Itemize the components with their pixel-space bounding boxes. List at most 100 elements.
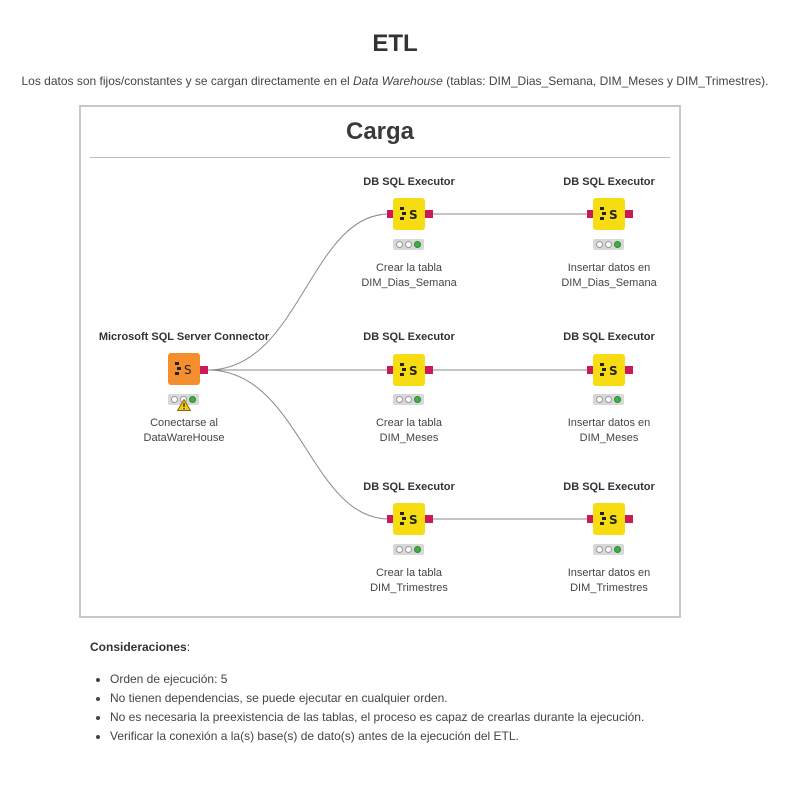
insert-trimestres-status-indicator	[593, 544, 624, 555]
insert-meses-node-label: Insertar datos en DIM_Meses	[524, 416, 694, 446]
svg-text:S: S	[409, 513, 418, 527]
create-meses-label-line2: DIM_Meses	[379, 432, 439, 444]
insert-dias-status-indicator	[593, 239, 624, 250]
create-dias-node-header: DB SQL Executor	[363, 176, 455, 188]
status-lamp-yellow	[605, 241, 612, 248]
create-meses-input-port[interactable]	[387, 366, 395, 374]
status-lamp-red	[396, 546, 403, 553]
status-lamp-green	[614, 546, 621, 553]
create-dias-output-port[interactable]	[425, 210, 433, 218]
create-dias-status-indicator	[393, 239, 424, 250]
create-dias-input-port[interactable]	[387, 210, 395, 218]
insert-trimestres-label-line2: DIM_Trimestres	[570, 582, 648, 594]
list-item: Orden de ejecución: 5	[110, 670, 644, 689]
status-lamp-yellow	[405, 546, 412, 553]
create-meses-status-indicator	[393, 394, 424, 405]
create-meses-node-header: DB SQL Executor	[363, 331, 455, 343]
status-lamp-red	[596, 241, 603, 248]
create-dias-node-label: Crear la tabla DIM_Dias_Semana	[324, 261, 494, 291]
considerations-heading-text: Consideraciones	[90, 640, 187, 654]
insert-meses-status-indicator	[593, 394, 624, 405]
status-lamp-yellow	[405, 241, 412, 248]
create-trimestres-node-header: DB SQL Executor	[363, 481, 455, 493]
status-lamp-red	[396, 241, 403, 248]
status-lamp-yellow	[605, 546, 612, 553]
status-lamp-red	[396, 396, 403, 403]
status-lamp-green	[414, 546, 421, 553]
insert-dias-node-label: Insertar datos en DIM_Dias_Semana	[524, 261, 694, 291]
sql-executor-icon: S	[400, 512, 418, 527]
create-trimestres-output-port[interactable]	[425, 515, 433, 523]
svg-text:S: S	[409, 364, 418, 378]
create-meses-executor-node[interactable]: S	[393, 354, 425, 386]
create-trimestres-status-indicator	[393, 544, 424, 555]
workflow-title-divider	[90, 157, 670, 158]
create-dias-label-line2: DIM_Dias_Semana	[361, 277, 457, 289]
svg-text:S: S	[609, 513, 618, 527]
sql-executor-icon: S	[600, 363, 618, 378]
workflow-title: Carga	[345, 118, 415, 145]
svg-text:S: S	[609, 364, 618, 378]
status-lamp-red	[171, 396, 178, 403]
create-dias-executor-node[interactable]: S	[393, 198, 425, 230]
considerations-heading: Consideraciones:	[90, 640, 191, 654]
status-lamp-green	[614, 241, 621, 248]
insert-meses-output-port[interactable]	[625, 366, 633, 374]
svg-text:S: S	[184, 363, 192, 377]
status-lamp-red	[596, 396, 603, 403]
svg-text:S: S	[409, 208, 418, 222]
insert-dias-output-port[interactable]	[625, 210, 633, 218]
create-trimestres-input-port[interactable]	[387, 515, 395, 523]
insert-meses-executor-node[interactable]: S	[593, 354, 625, 386]
connector-node-header: Microsoft SQL Server Connector	[98, 331, 270, 343]
list-item: Verificar la conexión a la(s) base(s) de…	[110, 727, 644, 746]
create-trimestres-label-line1: Crear la tabla	[375, 567, 443, 579]
insert-dias-label-line2: DIM_Dias_Semana	[561, 277, 657, 289]
create-trimestres-node-label: Crear la tabla DIM_Trimestres	[324, 566, 494, 596]
insert-meses-node-header: DB SQL Executor	[563, 331, 655, 343]
status-lamp-green	[189, 396, 196, 403]
wire-connector-to-create-trimestres	[207, 369, 390, 520]
connector-label-line1: Conectarse al	[150, 417, 218, 429]
page-title: ETL	[372, 30, 418, 57]
create-trimestres-label-line2: DIM_Trimestres	[370, 582, 448, 594]
list-item: No tienen dependencias, se puede ejecuta…	[110, 689, 644, 708]
sql-server-connector-node[interactable]: S	[168, 353, 200, 385]
intro-before: Los datos son fijos/constantes y se carg…	[21, 74, 354, 88]
insert-trimestres-output-port[interactable]	[625, 515, 633, 523]
intro-emphasis: Data Warehouse	[353, 74, 443, 88]
list-item: No es necesaria la preexistencia de las …	[110, 708, 644, 727]
svg-text:S: S	[609, 208, 618, 222]
wire-connector-to-create-dias	[207, 213, 390, 371]
create-meses-node-label: Crear la tabla DIM_Meses	[324, 416, 494, 446]
create-meses-label-line1: Crear la tabla	[375, 417, 443, 429]
sql-executor-icon: S	[400, 207, 418, 222]
sql-executor-icon: S	[600, 512, 618, 527]
insert-trimestres-node-header: DB SQL Executor	[563, 481, 655, 493]
insert-dias-label-line1: Insertar datos en	[567, 262, 651, 274]
intro-after: (tablas: DIM_Dias_Semana, DIM_Meses y DI…	[442, 74, 769, 88]
insert-trimestres-input-port[interactable]	[587, 515, 595, 523]
insert-meses-label-line1: Insertar datos en	[567, 417, 651, 429]
connector-output-port[interactable]	[200, 366, 208, 374]
insert-trimestres-node-label: Insertar datos en DIM_Trimestres	[524, 566, 694, 596]
create-meses-output-port[interactable]	[425, 366, 433, 374]
status-lamp-yellow	[605, 396, 612, 403]
create-trimestres-executor-node[interactable]: S	[393, 503, 425, 535]
insert-dias-input-port[interactable]	[587, 210, 595, 218]
status-lamp-green	[414, 241, 421, 248]
insert-trimestres-executor-node[interactable]: S	[593, 503, 625, 535]
insert-dias-executor-node[interactable]: S	[593, 198, 625, 230]
sql-executor-icon: S	[600, 207, 618, 222]
status-lamp-red	[596, 546, 603, 553]
create-dias-label-line1: Crear la tabla	[375, 262, 443, 274]
database-icon: S	[175, 362, 192, 377]
insert-meses-label-line2: DIM_Meses	[579, 432, 639, 444]
status-lamp-green	[414, 396, 421, 403]
connector-label-line2: DataWareHouse	[143, 432, 225, 444]
intro-text: Los datos son fijos/constantes y se carg…	[0, 74, 790, 88]
insert-meses-input-port[interactable]	[587, 366, 595, 374]
connector-node-label: Conectarse al DataWareHouse	[99, 416, 269, 446]
considerations-list: Orden de ejecución: 5 No tienen dependen…	[92, 670, 644, 746]
